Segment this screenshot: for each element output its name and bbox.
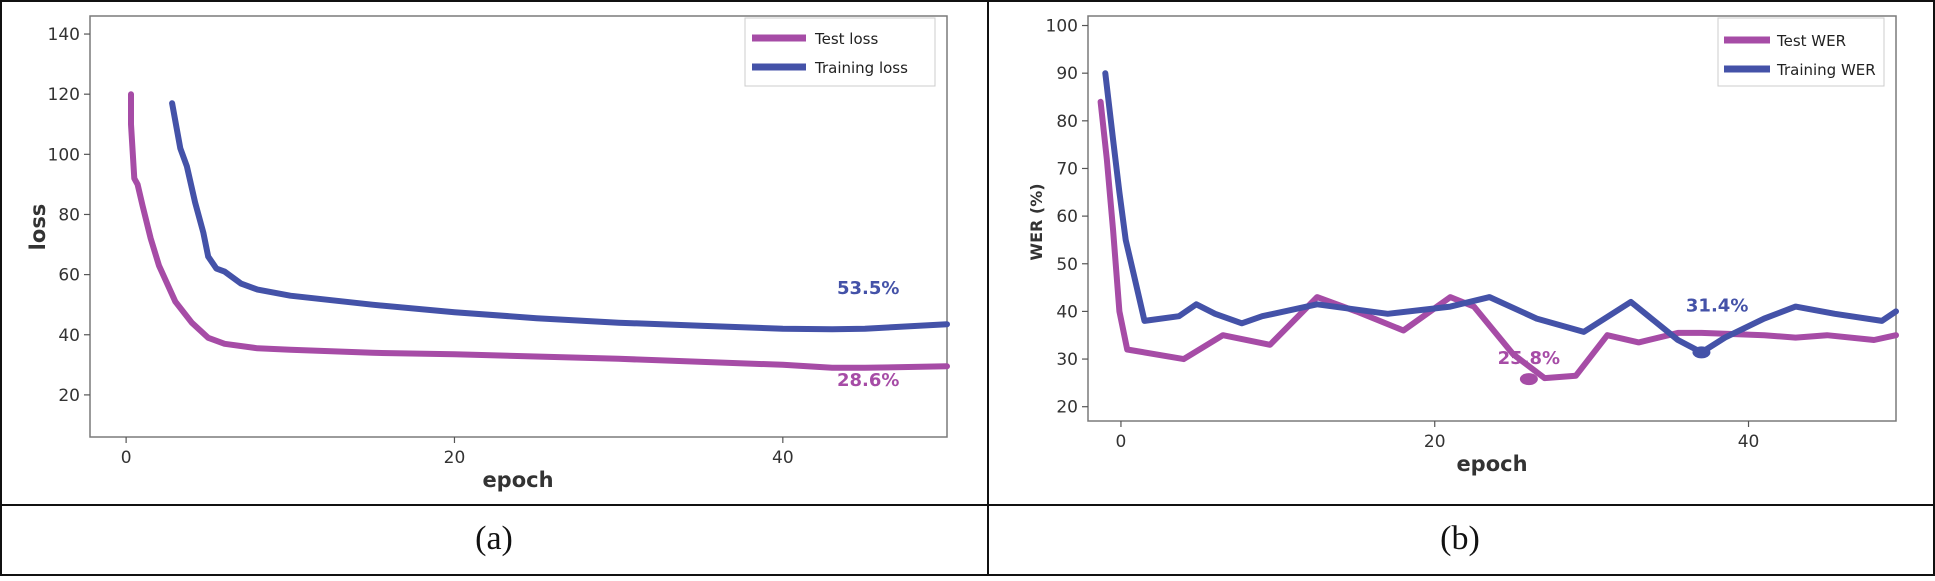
data-label: 25.8%	[1498, 348, 1560, 369]
plot-area	[89, 15, 948, 438]
y-tick-label: 80	[58, 205, 80, 225]
x-tick-label: 20	[444, 448, 466, 468]
legend: Test WER Training WER	[1717, 17, 1885, 87]
y-tick-label: 30	[1056, 350, 1078, 370]
annotation-layer: 25.8% 31.4%	[1498, 295, 1749, 368]
caption-a: (a)	[475, 520, 513, 557]
y-tick-label: 60	[58, 266, 80, 286]
legend-label-test: Test WER	[1776, 32, 1846, 50]
series-line-test-wer	[1097, 98, 1899, 382]
x-tick-label: 0	[121, 448, 132, 468]
marker-layer	[1519, 346, 1711, 386]
x-tick-label: 0	[1116, 432, 1127, 452]
legend: Test loss Training loss	[744, 17, 936, 87]
axes: 0 20 40 20 40 60 80 100 120 140	[48, 25, 794, 468]
y-tick-label: 70	[1056, 159, 1078, 179]
data-label: 31.4%	[1686, 295, 1748, 316]
series-layer	[128, 91, 950, 371]
axes: 0 20 40 20 30 40 50 60 70 80 90 100	[1046, 17, 1760, 452]
x-tick-label: 40	[772, 448, 794, 468]
annotation-layer: 53.5% 28.6%	[837, 278, 899, 391]
y-tick-label: 100	[48, 145, 80, 165]
y-tick-label: 90	[1056, 64, 1078, 84]
x-tick-label: 20	[1424, 432, 1446, 452]
series-line-training-wer	[1102, 70, 1899, 356]
y-tick-label: 50	[1056, 255, 1078, 275]
y-axis-label: WER (%)	[1027, 183, 1046, 260]
y-tick-label: 80	[1056, 112, 1078, 132]
data-label: 53.5%	[837, 278, 899, 299]
min-marker-training-wer	[1692, 346, 1711, 359]
y-tick-label: 40	[58, 326, 80, 346]
series-layer	[1097, 70, 1899, 382]
y-tick-label: 60	[1056, 207, 1078, 227]
wer-chart: 0 20 40 20 30 40 50 60 70 80 90 100 25.8% 31.4% epoc…	[1027, 15, 1899, 476]
y-tick-label: 120	[48, 85, 80, 105]
plot-area	[1087, 15, 1897, 422]
x-axis-label: epoch	[1456, 452, 1527, 476]
caption-b: (b)	[1440, 520, 1480, 557]
legend-label-training: Training WER	[1776, 61, 1876, 79]
legend-label-test: Test loss	[814, 30, 878, 48]
x-tick-label: 40	[1738, 432, 1760, 452]
legend-box	[744, 17, 936, 87]
y-tick-label: 20	[1056, 398, 1078, 418]
legend-label-training: Training loss	[814, 59, 908, 77]
y-tick-label: 20	[58, 386, 80, 406]
data-label: 28.6%	[837, 370, 899, 391]
min-marker-test-wer	[1519, 373, 1538, 386]
y-tick-label: 100	[1046, 17, 1078, 37]
y-tick-label: 40	[1056, 302, 1078, 322]
legend-box	[1717, 17, 1885, 87]
series-line-test-loss	[128, 91, 950, 371]
y-tick-label: 140	[48, 25, 80, 45]
x-axis-label: epoch	[482, 468, 553, 492]
series-line-training-loss	[169, 100, 950, 333]
y-axis-label: loss	[26, 204, 50, 251]
